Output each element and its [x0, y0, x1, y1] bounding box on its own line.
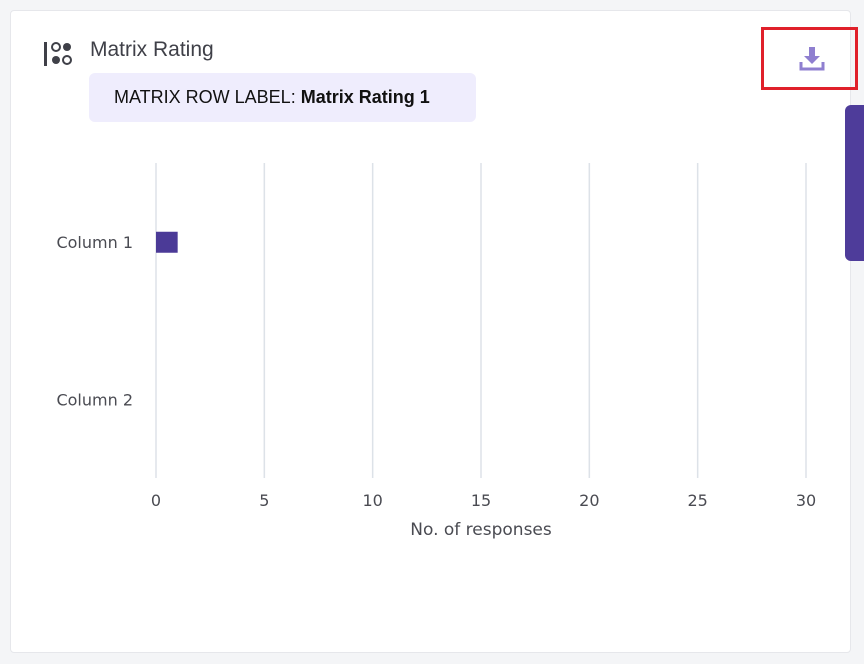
x-tick-label: 0 — [151, 491, 161, 510]
question-title: Matrix Rating — [90, 38, 214, 61]
row-label-prefix: MATRIX ROW LABEL: — [114, 87, 296, 107]
x-tick-label: 10 — [362, 491, 382, 510]
matrix-question-icon — [44, 42, 72, 66]
row-label-value: Matrix Rating 1 — [300, 87, 430, 107]
x-axis-title: No. of responses — [410, 520, 552, 540]
x-tick-label: 20 — [579, 491, 599, 510]
feedback-side-tab[interactable] — [845, 105, 864, 261]
download-button[interactable] — [793, 40, 831, 76]
category-label: Column 1 — [56, 233, 133, 252]
x-tick-label: 25 — [687, 491, 707, 510]
bar — [156, 231, 178, 253]
x-tick-label: 5 — [259, 491, 269, 510]
download-icon — [799, 47, 825, 71]
category-label: Column 2 — [56, 390, 133, 409]
x-tick-label: 15 — [471, 491, 491, 510]
matrix-row-label: MATRIX ROW LABEL: Matrix Rating 1 — [89, 73, 476, 122]
x-tick-label: 30 — [796, 491, 816, 510]
